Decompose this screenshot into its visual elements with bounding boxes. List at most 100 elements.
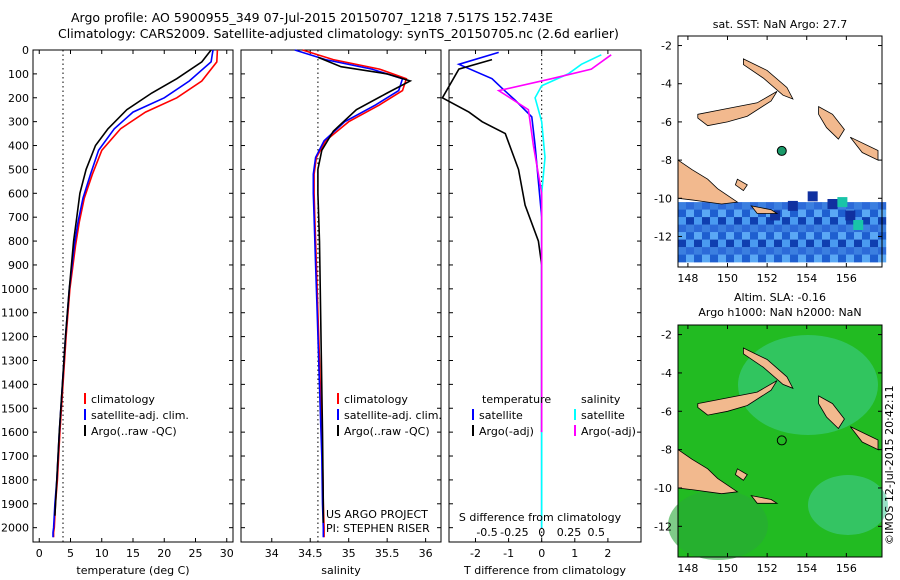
- sst-cell: [750, 209, 759, 218]
- sst-cell: [702, 224, 711, 233]
- x-tick-label: 25: [189, 547, 203, 560]
- land-polygon: [697, 91, 778, 127]
- sst-cell: [774, 254, 783, 263]
- sst-cell: [870, 202, 879, 210]
- sst-cell: [846, 239, 855, 248]
- series-line-3: [317, 56, 413, 523]
- legend-label: climatology: [344, 393, 408, 406]
- sst-cell: [870, 217, 879, 225]
- y-tick-label: -12: [654, 230, 672, 243]
- legend-label: Argo(-adj): [479, 425, 534, 438]
- sst-cell: [862, 239, 871, 248]
- sst-cell: [862, 254, 871, 263]
- sst-cell: [718, 224, 727, 233]
- sst-cell: [686, 202, 695, 210]
- sst-cell: [710, 224, 719, 233]
- sst-cell: [814, 202, 823, 210]
- sst-cell: [774, 247, 783, 255]
- top-x-tick-label: 0.25: [557, 526, 582, 539]
- sst-cell: [726, 239, 735, 248]
- y-tick-label: 800: [8, 235, 29, 248]
- sst-cell: [702, 209, 711, 218]
- y-tick-label: 400: [8, 140, 29, 153]
- sst-cell: [678, 254, 687, 263]
- sst-cell: [742, 224, 751, 233]
- sst-cell: [766, 232, 775, 240]
- sst-cell: [710, 232, 719, 240]
- sst-cell: [838, 232, 847, 240]
- top-x-tick-label: 0: [538, 526, 545, 539]
- sst-cell: [838, 239, 847, 248]
- map-frame: [677, 324, 883, 558]
- y-tick-label: -2: [661, 40, 672, 53]
- sst-cell: [830, 254, 839, 263]
- y-tick-label: -8: [661, 444, 672, 457]
- sst-cell: [718, 239, 727, 248]
- sst-cell: [750, 232, 759, 240]
- sst-cell: [758, 254, 767, 263]
- sst-cell: [838, 254, 847, 263]
- x-tick-label: 35.5: [375, 547, 400, 560]
- sst-cell: [766, 202, 775, 210]
- profile-panel-2: 34 34.5 35 35.5 36 salinity: [240, 49, 442, 577]
- sst-cell: [806, 254, 815, 263]
- sst-cell: [814, 232, 823, 240]
- sst-cell: [814, 254, 823, 263]
- sst-cell: [694, 254, 703, 263]
- sst-cell: [694, 239, 703, 248]
- sst-cell: [814, 224, 823, 233]
- legend-label: satellite: [581, 409, 625, 422]
- sst-cell: [678, 224, 687, 233]
- sst-cell: [718, 232, 727, 240]
- sst-cell: [766, 217, 775, 225]
- sst-cell: [798, 247, 807, 255]
- sst-cell: [798, 202, 807, 210]
- map-frame: [677, 35, 883, 268]
- land-polygon: [734, 178, 748, 192]
- x-tick-label: 152: [757, 272, 778, 285]
- sst-cell: [726, 247, 735, 255]
- sst-cell: [686, 247, 695, 255]
- sst-cell: [807, 191, 818, 202]
- sst-cell: [822, 217, 831, 225]
- sst-cell: [854, 232, 863, 240]
- series-line-2: [294, 49, 404, 538]
- sst-cell: [678, 247, 687, 255]
- sst-cell: [702, 254, 711, 263]
- sst-cell: [678, 209, 687, 218]
- sst-cell: [734, 254, 743, 263]
- sst-cell: [822, 202, 831, 210]
- y-tick-label: 700: [8, 211, 29, 224]
- sst-cell: [766, 254, 775, 263]
- sst-cell: [798, 232, 807, 240]
- y-tick-label: 1800: [1, 474, 29, 487]
- land-polygon: [818, 105, 845, 140]
- sst-cell: [750, 247, 759, 255]
- sst-cell: [822, 209, 831, 218]
- land-polygon: [697, 380, 778, 416]
- land-polygon: [677, 448, 739, 495]
- sst-cell: [774, 202, 783, 210]
- legend-label: satellite: [479, 409, 523, 422]
- legend-label: climatology: [91, 393, 155, 406]
- sst-cell: [726, 224, 735, 233]
- y-tick-label: 1700: [1, 450, 29, 463]
- sst-cell: [774, 224, 783, 233]
- sst-cell: [862, 202, 871, 210]
- sst-cell: [854, 202, 863, 210]
- sst-cell: [758, 224, 767, 233]
- sst-cell: [782, 232, 791, 240]
- sst-cell: [766, 224, 775, 233]
- sst-cell: [798, 239, 807, 248]
- y-tick-label: 0: [22, 44, 29, 57]
- sst-cell: [742, 202, 751, 210]
- sst-cell: [678, 232, 687, 240]
- y-tick-label: -2: [661, 329, 672, 342]
- x-tick-label: 154: [796, 272, 817, 285]
- top-x-tick-label: -0.5: [476, 526, 497, 539]
- sst-cell: [822, 232, 831, 240]
- header-line2: Climatology: CARS2009. Satellite-adjuste…: [58, 26, 619, 41]
- y-tick-label: 300: [8, 116, 29, 129]
- land-polygon: [743, 58, 794, 100]
- sst-cell: [845, 210, 856, 221]
